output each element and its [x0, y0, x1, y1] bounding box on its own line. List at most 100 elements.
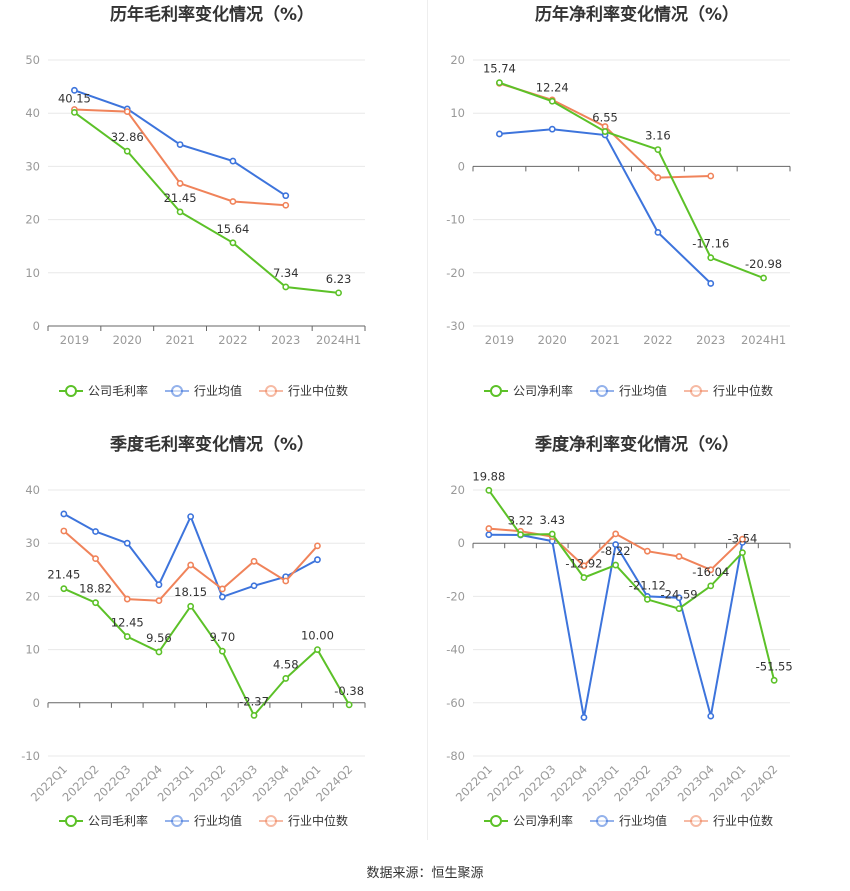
data-label: 21.45 — [47, 568, 80, 582]
series-line-company — [488, 489, 776, 681]
data-point-industry_avg — [654, 228, 662, 236]
data-label: 3.16 — [645, 129, 671, 143]
data-point-industry_median — [250, 557, 258, 565]
y-tick-label: -40 — [446, 643, 465, 657]
x-tick-label: 2021 — [165, 333, 194, 347]
data-point-company — [218, 647, 226, 655]
chart-title: 季度毛利率变化情况（%） — [110, 434, 314, 455]
y-tick-label: 40 — [25, 106, 40, 120]
legend-label: 行业均值 — [194, 383, 242, 398]
legend-marker — [65, 815, 77, 827]
x-tick-label: 2022 — [643, 333, 672, 347]
x-tick-label: 2019 — [485, 333, 514, 347]
data-label: -3.54 — [728, 532, 758, 546]
data-point-industry_median — [229, 198, 237, 205]
data-point-industry_median — [187, 561, 195, 569]
x-tick-label: 2023 — [696, 333, 725, 347]
data-point-industry_median — [580, 562, 588, 570]
data-source: 数据来源：恒生聚源 — [366, 866, 484, 881]
legend-label: 行业中位数 — [288, 383, 348, 398]
y-tick-label: 10 — [25, 643, 40, 657]
data-label: 3.22 — [508, 514, 534, 528]
data-point-company — [485, 486, 493, 494]
chart-panel-quarterly-gross-margin: 季度毛利率变化情况（%） -10 0 10 20 30 40 2022Q1 2022Q2 2022… — [0, 430, 425, 860]
data-label: -2.37 — [239, 694, 269, 708]
legend-marker — [596, 385, 608, 397]
data-point-industry_avg — [612, 541, 620, 548]
data-point-industry_avg — [60, 510, 68, 518]
x-tick-label: 2024H1 — [741, 333, 786, 347]
y-tick-label: -80 — [446, 749, 465, 763]
panel-divider — [427, 0, 428, 840]
data-point-industry_median — [739, 535, 746, 543]
chart-svg: 季度净利率变化情况（%）-80-60-40-200202022Q12022Q22… — [446, 434, 793, 828]
data-point-company — [123, 633, 131, 640]
y-tick-label: 40 — [25, 483, 40, 497]
legend-marker — [490, 385, 502, 397]
data-label: -0.38 — [334, 684, 364, 698]
data-point-industry_avg — [92, 528, 99, 535]
y-tick-label: -20 — [446, 589, 465, 603]
data-point-company — [187, 602, 195, 610]
legend-marker — [690, 385, 702, 397]
data-point-industry_median — [92, 555, 99, 563]
data-point-industry_avg — [176, 141, 184, 148]
legend-marker — [265, 815, 277, 827]
data-point-industry_median — [643, 547, 651, 555]
legend-marker — [596, 815, 608, 827]
legend-marker — [171, 815, 183, 827]
chart-panel-quarterly-net-margin: 季度净利率变化情况（%） -80 -60 -40 -20 0 20 2022Q1 2022Q2 2… — [425, 430, 850, 860]
data-point-company — [580, 574, 588, 581]
data-point-industry_median — [123, 108, 131, 116]
x-tick-label: 2020 — [538, 333, 567, 347]
data-point-company — [707, 254, 715, 262]
series-line-company — [499, 81, 764, 279]
y-tick-label: -30 — [446, 319, 465, 333]
data-point-industry_median — [155, 597, 163, 605]
data-point-company — [345, 701, 353, 709]
data-label: 7.34 — [273, 266, 299, 280]
x-tick-label: 2022 — [218, 333, 247, 347]
data-label: -51.55 — [756, 659, 793, 673]
data-point-company — [643, 595, 651, 603]
data-label: 15.64 — [216, 222, 249, 236]
data-point-industry_median — [654, 174, 662, 181]
data-point-company — [123, 147, 131, 155]
data-point-company — [707, 582, 715, 590]
data-point-company — [760, 274, 767, 282]
legend-marker — [265, 385, 277, 397]
data-point-industry_avg — [229, 157, 237, 165]
data-point-company — [71, 109, 78, 116]
data-point-company — [92, 599, 99, 607]
data-point-industry_median — [218, 585, 226, 593]
chart-title: 历年净利率变化情况（%） — [535, 4, 739, 25]
y-tick-label: 0 — [458, 159, 465, 173]
data-point-industry_median — [282, 201, 290, 209]
data-label: 12.24 — [536, 80, 569, 94]
data-point-company — [335, 289, 342, 297]
x-tick-label: 2019 — [60, 333, 89, 347]
data-label: 6.23 — [326, 272, 352, 286]
data-point-industry_median — [485, 525, 493, 532]
legend-marker — [490, 815, 502, 827]
legend-label: 行业均值 — [194, 813, 242, 828]
data-point-industry_avg — [707, 280, 715, 287]
data-point-company — [176, 208, 184, 216]
data-point-industry_median — [707, 566, 715, 574]
data-label: 4.58 — [273, 657, 299, 671]
data-point-company — [654, 146, 662, 153]
data-point-industry_avg — [282, 192, 290, 200]
data-point-company — [229, 239, 237, 247]
data-point-company — [517, 531, 524, 539]
y-tick-label: -10 — [446, 213, 465, 227]
x-tick-label: 2020 — [113, 333, 142, 347]
legend-label: 公司毛利率 — [88, 813, 148, 828]
y-tick-label: 10 — [450, 106, 465, 120]
data-point-industry_avg — [580, 714, 588, 721]
data-label: 9.70 — [210, 630, 236, 644]
data-point-industry_avg — [250, 582, 258, 590]
data-point-industry_avg — [71, 86, 78, 94]
legend-marker — [690, 815, 702, 827]
data-label: 9.56 — [146, 631, 172, 645]
x-tick-label: 2023 — [271, 333, 300, 347]
